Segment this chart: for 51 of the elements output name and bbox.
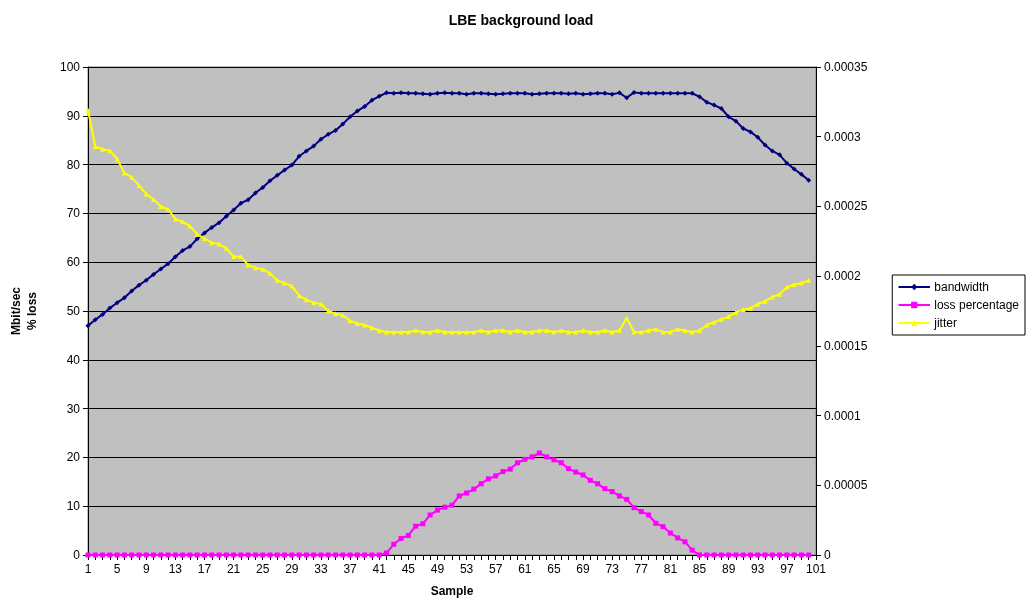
legend-label: bandwidth — [934, 280, 989, 294]
x-tick-label: 9 — [142, 562, 150, 576]
x-tick-label: 21 — [226, 562, 241, 576]
y-axis-title: Mbit/sec % loss — [9, 286, 39, 336]
legend-label: loss percentage — [934, 298, 1020, 312]
x-tick-label: 53 — [459, 562, 474, 576]
x-tick-label: 69 — [576, 562, 591, 576]
x-tick-label: 81 — [663, 562, 678, 576]
y2-tick-label: 0.00015 — [824, 338, 868, 353]
y-tick-label: 90 — [66, 108, 81, 123]
y2-tick-label: 0.00035 — [824, 60, 868, 74]
y-tick-label: 70 — [66, 206, 81, 221]
y2-tick-label: 0.00005 — [824, 478, 868, 493]
y-tick-label: 50 — [66, 304, 81, 318]
y2-tick-label: 0.0002 — [824, 269, 862, 284]
x-tick-label: 77 — [634, 562, 649, 576]
y-tick-label: 0 — [73, 548, 81, 562]
x-tick-label: 61 — [518, 562, 532, 576]
x-tick-label: 49 — [430, 562, 445, 576]
y-tick-label: 60 — [66, 255, 81, 270]
x-tick-label: 45 — [401, 562, 416, 576]
legend-label: jitter — [933, 316, 957, 330]
x-tick-label: 41 — [372, 562, 387, 576]
x-tick-label: 97 — [780, 562, 794, 576]
x-tick-label: 93 — [751, 562, 765, 576]
x-tick-label: 17 — [197, 562, 212, 576]
x-tick-label: 85 — [692, 562, 707, 576]
x-axis-title: Sample — [430, 584, 474, 598]
y2-tick-label: 0 — [824, 548, 831, 562]
y-tick-label: 10 — [66, 499, 81, 514]
y-tick-label: 100 — [59, 60, 81, 74]
y-tick-label: 40 — [66, 352, 81, 367]
x-tick-label: 73 — [605, 562, 620, 576]
x-tick-label: 29 — [285, 562, 299, 576]
x-tick-label: 101 — [805, 562, 827, 576]
x-tick-label: 5 — [113, 562, 121, 576]
x-tick-label: 1 — [84, 562, 92, 576]
y-tick-label: 30 — [66, 401, 81, 416]
x-tick-label: 25 — [256, 562, 270, 576]
chart-title: LBE background load — [448, 12, 594, 28]
x-tick-label: 33 — [314, 562, 328, 576]
y2-tick-label: 0.00025 — [824, 199, 868, 214]
y-tick-label: 80 — [66, 157, 81, 172]
x-tick-label: 57 — [489, 562, 503, 576]
y2-tick-label: 0.0003 — [824, 129, 862, 144]
x-tick-label: 89 — [721, 562, 736, 576]
x-tick-label: 37 — [343, 562, 358, 576]
y2-tick-label: 0.0001 — [824, 408, 862, 423]
x-tick-label: 13 — [168, 562, 183, 576]
y-tick-label: 20 — [66, 450, 81, 465]
x-tick-label: 65 — [547, 562, 561, 576]
